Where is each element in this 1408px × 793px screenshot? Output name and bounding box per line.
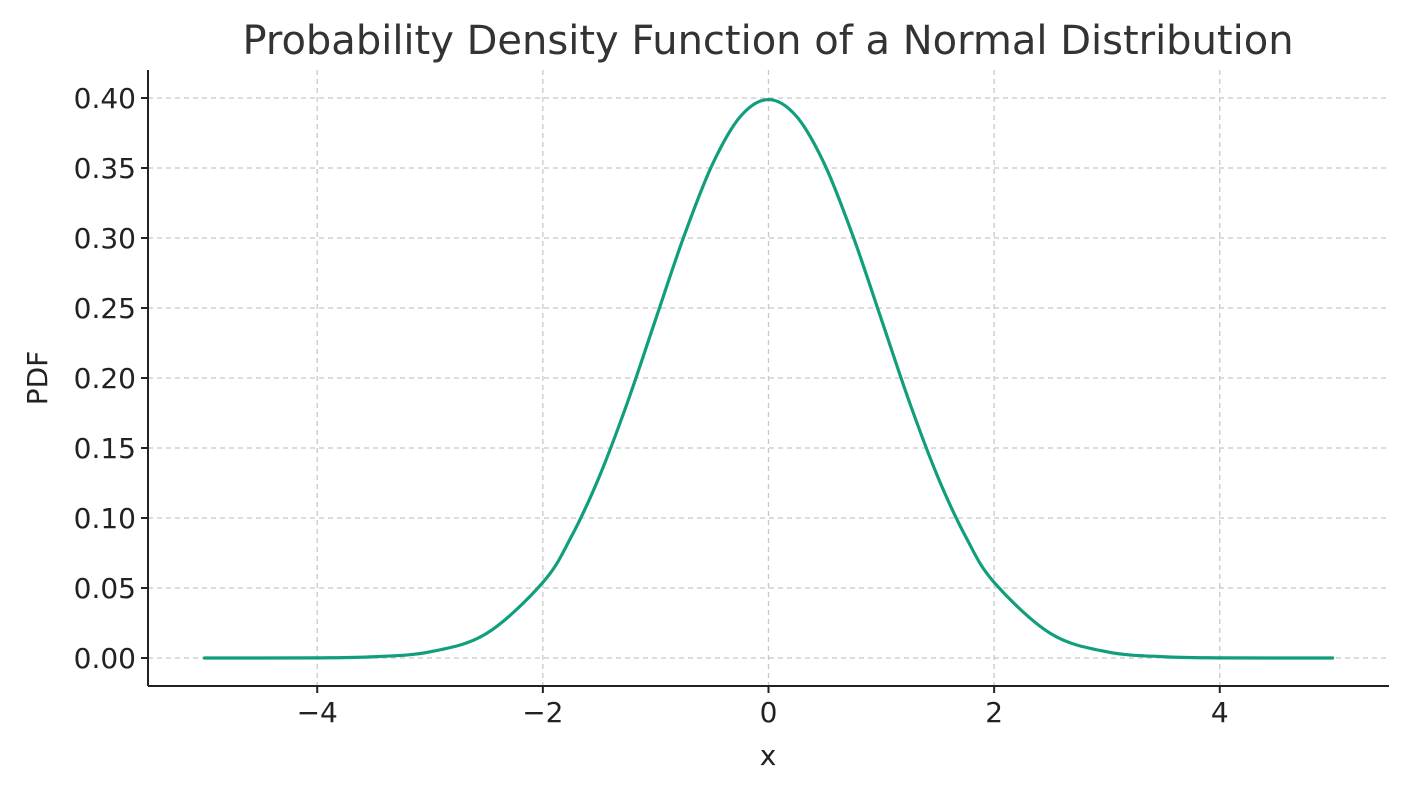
x-axis-label: x	[760, 739, 777, 772]
series-line	[202, 97, 1335, 660]
y-tick-label: 0.05	[74, 572, 136, 605]
y-tick-label: 0.10	[74, 502, 136, 535]
x-tick-label: 2	[985, 696, 1003, 729]
y-ticks: 0.00 0.05 0.10 0.15 0.20 0.25 0.30 0.35 0.40	[74, 82, 148, 675]
y-axis-label: PDF	[21, 351, 54, 406]
x-tick-label: 0	[760, 696, 778, 729]
chart-title: Probability Density Function of a Normal…	[242, 18, 1293, 64]
x-ticks: −4 −2 0 2 4	[297, 686, 1229, 729]
y-tick-label: 0.40	[74, 82, 136, 115]
y-tick-label: 0.15	[74, 432, 136, 465]
y-tick-label: 0.30	[74, 222, 136, 255]
y-tick-label: 0.25	[74, 292, 136, 325]
series-layer	[202, 97, 1335, 660]
y-tick-label: 0.35	[74, 152, 136, 185]
x-tick-label: 4	[1211, 696, 1229, 729]
y-tick-label: 0.00	[74, 642, 136, 675]
x-tick-label: −4	[297, 696, 338, 729]
grid	[148, 70, 1389, 686]
y-tick-label: 0.20	[74, 362, 136, 395]
x-tick-label: −2	[522, 696, 563, 729]
